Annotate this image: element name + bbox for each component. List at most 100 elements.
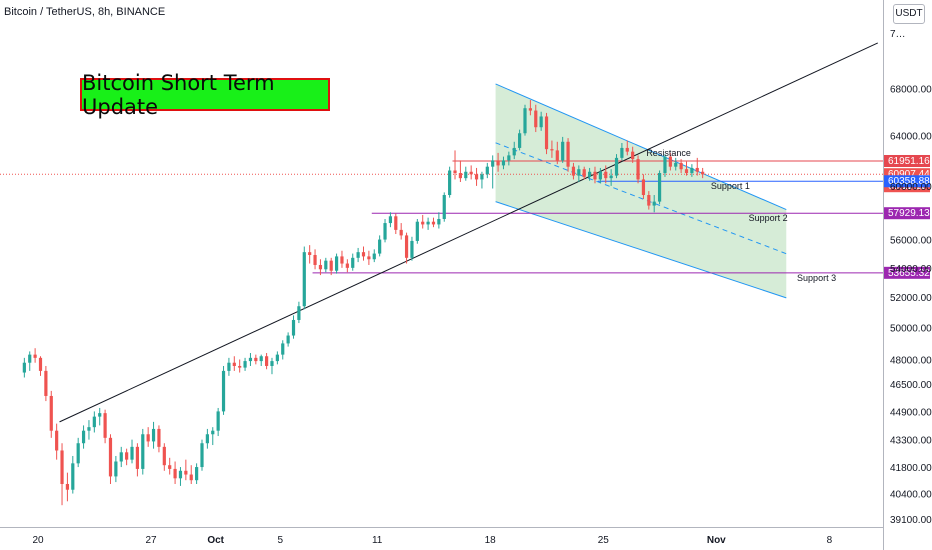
candle-body: [679, 162, 683, 170]
price-tag: [884, 154, 930, 167]
candle-body: [550, 149, 554, 151]
candle-body: [184, 470, 188, 475]
candle-body: [98, 413, 102, 417]
horizontal-levels[interactable]: 61951.1660907.4405:11:1160358.8857929.13…: [0, 154, 930, 279]
candle-body: [173, 468, 177, 479]
price-tick-label: 40400.00: [890, 490, 932, 501]
candle-body: [388, 216, 393, 224]
candle-body: [383, 223, 387, 240]
candle-body: [125, 452, 129, 460]
channel-mid-line[interactable]: [495, 142, 787, 255]
candle-body: [345, 263, 349, 268]
candle-body: [588, 171, 592, 177]
candle-body: [308, 252, 312, 255]
candle-body: [448, 170, 452, 196]
candle-body: [324, 260, 328, 270]
candle-body: [243, 361, 247, 368]
candle-body: [485, 166, 489, 175]
candle-body: [22, 362, 26, 373]
candle-body: [71, 463, 75, 490]
candle-body: [528, 108, 532, 111]
candle-body: [410, 240, 414, 258]
candle-body: [442, 195, 446, 219]
price-axis[interactable]: 39100.00 40400.00 41800.00 43300.00 44900.00…: [883, 0, 932, 550]
price-tick-label: 7…: [890, 29, 906, 40]
candle-body: [496, 160, 500, 166]
candle-body: [146, 434, 150, 442]
candle-body: [227, 362, 231, 371]
candle-body: [437, 218, 441, 225]
time-tick-label: 5: [277, 535, 283, 546]
price-tag-label: 53655.32: [888, 268, 930, 279]
candle-body: [431, 221, 436, 225]
trendline[interactable]: [59, 42, 879, 423]
candle-body: [49, 395, 53, 431]
price-tick-label: 56000.00: [890, 236, 932, 247]
channel-fill[interactable]: [495, 83, 787, 298]
candle-body: [507, 155, 511, 161]
candle-body: [647, 195, 651, 206]
trendline-segment[interactable]: [59, 42, 879, 423]
candle-body: [690, 167, 694, 174]
candle-body: [657, 173, 662, 202]
price-tick-label: 50000.00: [890, 324, 932, 335]
candle-body: [399, 229, 403, 236]
candle-body: [55, 430, 59, 451]
candle-body: [216, 411, 220, 431]
candle-body: [453, 170, 457, 174]
price-tag-label: 60358.88: [888, 176, 930, 187]
banner-text: Bitcoin Short Term Update: [82, 70, 275, 119]
candle-body: [340, 256, 344, 264]
candle-body: [33, 354, 37, 358]
parallel-channel[interactable]: [495, 83, 787, 299]
candle-body: [523, 108, 527, 134]
chart-title-banner[interactable]: Bitcoin Short Term Update: [80, 71, 330, 119]
price-tag-label: 61951.16: [888, 156, 930, 167]
candle-body: [254, 357, 258, 362]
candle-body: [491, 160, 495, 167]
symbol-legend[interactable]: Bitcoin / TetherUS, 8h, BINANCE: [4, 6, 166, 18]
time-tick-label: Oct: [207, 535, 224, 546]
price-tag-label: 60907.44: [888, 169, 930, 180]
candle-body: [318, 264, 323, 270]
candle-body: [604, 171, 608, 179]
candle-body: [518, 133, 522, 148]
candle-body: [108, 437, 113, 477]
candle-body: [631, 151, 635, 160]
candle-body: [566, 141, 570, 167]
time-axis[interactable]: 20 27 Oct 5 11 18 25 Nov 8: [0, 527, 883, 547]
candle-body: [361, 252, 366, 257]
candle-body: [168, 465, 172, 469]
candle-body: [534, 110, 538, 128]
candle-body: [555, 150, 559, 161]
candle-body: [65, 483, 70, 490]
candle-body: [334, 256, 339, 271]
level-text: Support 2: [749, 213, 788, 223]
candle-body: [205, 434, 209, 444]
candle-body: [539, 116, 543, 128]
candle-body: [200, 443, 204, 468]
price-tick-label: 41800.00: [890, 463, 932, 474]
candle-body: [614, 157, 619, 176]
candle-body: [60, 450, 64, 484]
price-tick-label: 60000.00: [890, 182, 932, 193]
candle-body: [577, 169, 581, 176]
price-tick-label: 68000.00: [890, 85, 932, 96]
candle-body: [130, 446, 134, 460]
channel-upper-line[interactable]: [495, 83, 787, 211]
candle-body: [652, 201, 656, 206]
level-text: Support 3: [797, 273, 836, 283]
candle-body: [571, 166, 576, 176]
level-text: Support 1: [711, 181, 750, 191]
candle-body: [351, 257, 355, 268]
candle-body: [141, 434, 145, 469]
candle-body: [238, 365, 242, 368]
price-tick-label: 54000.00: [890, 264, 932, 275]
candle-body: [701, 171, 705, 175]
channel-lower-line[interactable]: [495, 201, 787, 299]
candle-body: [598, 171, 602, 180]
candle-body: [625, 147, 629, 152]
candle-body: [394, 216, 398, 230]
currency-unit-button[interactable]: USDT: [893, 4, 925, 24]
